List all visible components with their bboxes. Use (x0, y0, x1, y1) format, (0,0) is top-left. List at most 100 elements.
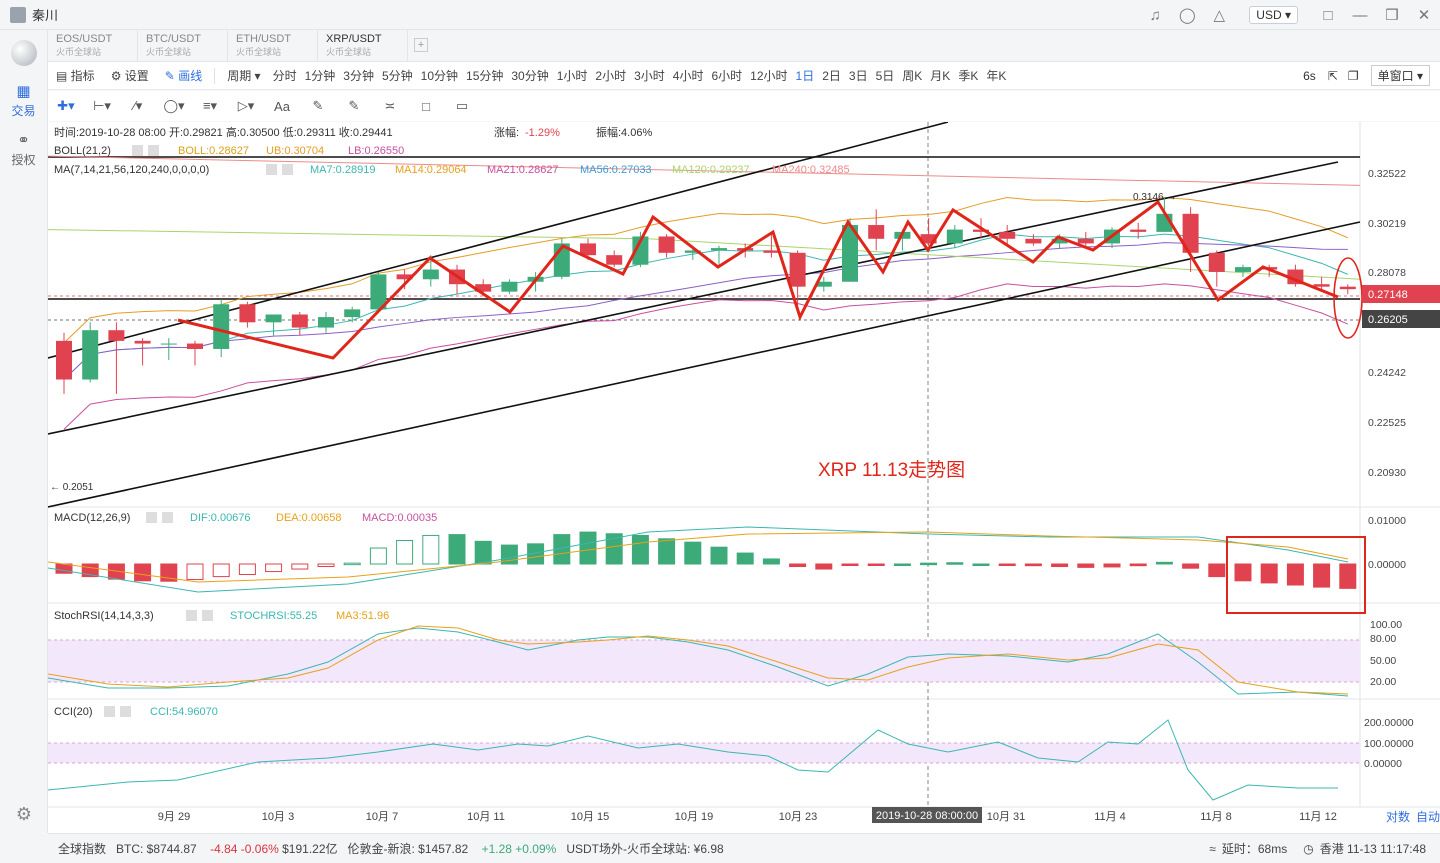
restore-icon[interactable]: ❒ (1385, 7, 1399, 24)
period-15[interactable]: 3日 (848, 69, 868, 83)
ruler-icon[interactable]: ✎ (312, 98, 324, 113)
period-3[interactable]: 5分钟 (381, 69, 413, 83)
app-logo (10, 40, 37, 66)
boll-bands (47, 155, 1361, 430)
user-profile[interactable]: 秦川 (10, 5, 58, 24)
stoch-k: STOCHRSI:55.25 (230, 610, 317, 622)
macd-bar (893, 563, 911, 566)
macd-bar (972, 563, 990, 566)
period-11[interactable]: 6小时 (711, 69, 743, 83)
tab-btc[interactable]: BTC/USDT 火币全球站 (138, 30, 228, 61)
boll-settings-icon[interactable] (132, 145, 143, 156)
stoch-settings-icon[interactable] (186, 610, 197, 621)
period-5[interactable]: 15分钟 (466, 69, 504, 83)
tab-xrp[interactable]: XRP/USDT 火币全球站 (318, 30, 408, 61)
channel-middle (47, 161, 1339, 435)
cci-close-icon[interactable] (120, 706, 131, 717)
macd-bar (343, 562, 361, 566)
crosshair-icon[interactable]: ✚▾ (57, 98, 75, 113)
chart-area[interactable]: 0.32522 0.30219 0.28078 0.24242 0.22525 0.209… (47, 121, 1440, 833)
popout-icon[interactable]: □ (1323, 6, 1333, 24)
period-17[interactable]: 周K (902, 69, 923, 83)
close-icon[interactable]: ✕ (1417, 7, 1431, 24)
sidebar-item-auth[interactable]: ⚭ 授权 (0, 131, 47, 168)
candle-body (134, 340, 151, 344)
period-2[interactable]: 3分钟 (343, 69, 374, 83)
date-tick: 11月 8 (1200, 811, 1232, 823)
price-tick: 0.30219 (1368, 218, 1406, 230)
global-index[interactable]: 全球指数 (58, 842, 107, 856)
stoch-tick: 20.00 (1370, 676, 1396, 688)
boll-value: BOLL:0.28627 (178, 145, 249, 157)
period-13[interactable]: 1日 (795, 69, 815, 83)
fibonacci-icon[interactable]: ≡▾ (202, 98, 218, 113)
auto-scale-toggle[interactable]: 自动 (1416, 810, 1440, 824)
period-1[interactable]: 1分钟 (304, 69, 336, 83)
horizontal-line-icon[interactable]: ⊢▾ (93, 98, 111, 113)
boll-close-icon[interactable] (148, 145, 159, 156)
trash-icon[interactable]: ▭ (455, 98, 469, 113)
chart-svg[interactable]: 0.32522 0.30219 0.28078 0.24242 0.22525 0.209… (47, 121, 1440, 833)
btc-ticker: BTC: $8744.87 -4.84 -0.06% $191.22亿 (116, 842, 338, 856)
minimize-icon[interactable]: — (1352, 6, 1368, 24)
period-12[interactable]: 12小时 (750, 69, 788, 83)
period-14[interactable]: 2日 (822, 69, 841, 83)
ma56: MA56:0.27033 (580, 164, 652, 176)
price-tick: 0.20930 (1368, 467, 1406, 479)
trade-icon: ▦ (16, 83, 31, 100)
period-18[interactable]: 月K (930, 69, 951, 83)
shape-icon[interactable]: ◯▾ (163, 98, 185, 113)
period-16[interactable]: 5日 (875, 69, 895, 83)
fullscreen-icon[interactable]: ⇱ (1327, 68, 1338, 83)
period-0[interactable]: 分时 (272, 69, 297, 83)
macd-bar (527, 543, 545, 565)
currency-select[interactable]: USD ▾ (1249, 6, 1298, 24)
ma-settings-icon[interactable] (266, 164, 277, 175)
window-mode-select[interactable]: 单窗口 ▾ (1370, 65, 1430, 86)
candle-body (1077, 238, 1094, 244)
channel-upper-1 (47, 121, 949, 359)
macd-close-icon[interactable] (162, 512, 173, 523)
settings-button[interactable]: ⚙ 设置 (110, 69, 149, 83)
cci-settings-icon[interactable] (104, 706, 115, 717)
price-tick: 0.28078 (1368, 267, 1406, 279)
tab-eos[interactable]: EOS/USDT 火币全球站 (48, 30, 138, 61)
stoch-close-icon[interactable] (202, 610, 213, 621)
lock-icon[interactable]: □ (422, 98, 430, 114)
pattern-icon[interactable]: ▷▾ (237, 98, 255, 113)
measure-icon[interactable]: ≍ (384, 98, 396, 113)
bell-icon[interactable]: ♫ (1149, 6, 1161, 24)
sidebar-item-trade[interactable]: ▦ 交易 (0, 82, 47, 119)
indicators-button[interactable]: ▤ 指标 (56, 69, 95, 83)
period-7[interactable]: 1小时 (556, 69, 588, 83)
trend-line-icon[interactable]: ∕▾ (133, 98, 143, 113)
snapshot-icon[interactable]: ❐ (1347, 68, 1359, 83)
period-6[interactable]: 30分钟 (511, 69, 549, 83)
refresh-interval[interactable]: 6s (1303, 68, 1316, 83)
log-scale-toggle[interactable]: 对数 (1386, 809, 1410, 824)
ohlc-info: 时间:2019-10-28 08:00 开:0.29821 高:0.30500 … (54, 125, 393, 139)
amplitude: 振幅:4.06% (596, 125, 652, 139)
date-tick: 10月 31 (987, 811, 1026, 823)
macd-tick: 0.01000 (1368, 515, 1406, 527)
period-4[interactable]: 10分钟 (420, 69, 459, 83)
tab-eth[interactable]: ETH/USDT 火币全球站 (228, 30, 318, 61)
period-19[interactable]: 季K (958, 69, 979, 83)
macd-bar (658, 538, 676, 565)
period-8[interactable]: 2小时 (595, 69, 627, 83)
period-10[interactable]: 4小时 (672, 69, 704, 83)
text-icon[interactable]: Aa (274, 98, 290, 114)
crosshair-time-box (872, 807, 982, 823)
shirt-icon[interactable]: △ (1213, 7, 1226, 24)
search-icon[interactable]: ◯ (1178, 7, 1196, 24)
macd-settings-icon[interactable] (146, 512, 157, 523)
period-9[interactable]: 3小时 (634, 69, 665, 83)
ma-close-icon[interactable] (282, 164, 293, 175)
draw-button[interactable]: ✎ 画线 (164, 69, 203, 83)
settings-icon[interactable]: ⚙ (15, 804, 33, 824)
period-dropdown[interactable]: 周期 ▾ (227, 69, 261, 83)
period-20[interactable]: 年K (986, 69, 1007, 83)
magnet-icon[interactable]: ✎ (348, 98, 360, 113)
candle-body (396, 274, 413, 280)
add-tab-button[interactable]: + (414, 38, 428, 52)
